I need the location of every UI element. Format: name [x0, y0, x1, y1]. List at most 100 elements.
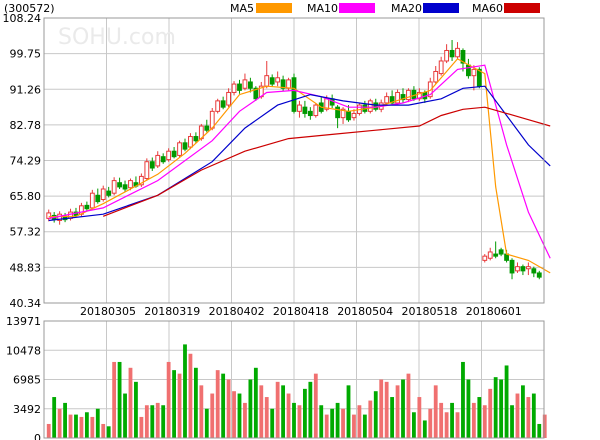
moving-averages: [48, 58, 551, 274]
candle-body: [89, 192, 95, 209]
volume-bar: [128, 367, 133, 438]
candle: [384, 92, 390, 106]
candle: [155, 151, 161, 169]
ma5-line: [48, 58, 551, 274]
candle: [515, 262, 520, 273]
candle-body: [188, 136, 193, 148]
candle-body: [297, 104, 302, 112]
candle-body: [264, 75, 270, 87]
candle: [307, 107, 313, 120]
volume-bar: [248, 379, 253, 438]
date-tick-label: 20180504: [337, 305, 393, 318]
candle-body: [215, 100, 221, 112]
candle-body: [111, 180, 117, 194]
volume-bar: [52, 397, 57, 438]
volume-bar: [330, 408, 335, 438]
price-tick-label: 91.26: [10, 83, 42, 96]
candle: [313, 102, 319, 118]
candle: [416, 88, 422, 101]
date-tick-label: 20180518: [402, 305, 458, 318]
volume-bar: [373, 391, 378, 438]
candle-body: [182, 142, 188, 150]
candle-body: [384, 96, 390, 104]
candle: [100, 185, 106, 202]
volume-bar: [106, 426, 111, 438]
volume-bar: [286, 393, 291, 438]
candle-body: [302, 106, 308, 114]
candle: [444, 44, 450, 64]
volume-bar: [346, 385, 351, 438]
volume-bar: [510, 405, 514, 438]
candle-body: [286, 79, 291, 89]
price-axis: 108.24 99.75 91.26 82.78 74.29 65.80 57.32 48.8…: [3, 12, 42, 310]
volume-bar: [521, 385, 525, 438]
candle: [449, 39, 455, 61]
candle: [204, 119, 210, 133]
volume-bars: [46, 344, 547, 438]
volume-bar: [150, 405, 155, 438]
candle: [525, 262, 531, 276]
volume-bar: [433, 385, 438, 438]
candle: [46, 209, 52, 222]
volume-bar: [281, 385, 286, 438]
candle: [89, 189, 95, 210]
candle-body: [280, 79, 286, 89]
ma10-line: [48, 64, 551, 259]
volume-bar: [57, 408, 62, 438]
candle-body: [438, 60, 444, 75]
price-tick-label: 48.83: [10, 261, 42, 274]
candle: [242, 73, 248, 91]
volume-bar: [444, 412, 449, 438]
candle: [482, 254, 488, 263]
price-tick-label: 65.80: [10, 190, 42, 203]
volume-bar: [395, 385, 400, 438]
candle: [84, 201, 90, 212]
candle-body: [487, 251, 493, 259]
volume-bar: [368, 400, 373, 438]
candle-body: [231, 83, 237, 93]
volume-bar: [401, 379, 405, 438]
legend: MA5 MA10 MA20 MA60: [230, 2, 540, 15]
candle: [144, 158, 150, 181]
volume-bar: [341, 408, 345, 438]
candle: [455, 42, 460, 59]
volume-bar: [221, 373, 226, 438]
candle-body: [416, 91, 422, 100]
volume-bar: [362, 414, 367, 438]
volume-bar: [412, 412, 416, 438]
candle: [297, 100, 302, 118]
legend-label: MA10: [307, 2, 338, 15]
volume-bar: [134, 381, 138, 438]
candle: [264, 60, 270, 89]
candle-body: [204, 125, 210, 131]
volume-bar: [275, 381, 280, 438]
volume-tick-label: 3492: [13, 403, 41, 416]
candle: [520, 264, 526, 276]
candle-body: [460, 49, 466, 64]
volume-bar: [324, 414, 329, 438]
candle-body: [531, 268, 537, 274]
volume-bar: [292, 402, 296, 438]
ma20-line: [48, 85, 551, 222]
volume-tick-label: 10478: [6, 344, 41, 357]
volume-bar: [112, 361, 117, 438]
ma60-line: [102, 106, 551, 217]
candle: [95, 188, 101, 204]
volume-bar: [74, 414, 78, 438]
volume-bar: [504, 365, 509, 438]
candle-body: [106, 190, 112, 196]
volume-bar: [204, 408, 209, 438]
volume-tick-label: 13971: [6, 315, 41, 328]
candle: [149, 157, 155, 171]
candle: [291, 73, 297, 114]
volume-bar: [101, 423, 106, 438]
price-tick-label: 57.32: [10, 226, 42, 239]
candle-body: [335, 106, 341, 119]
volume-bar: [259, 385, 264, 438]
volume-bar: [226, 379, 231, 438]
volume-bar: [488, 388, 493, 438]
candle-body: [400, 94, 406, 101]
price-frame: [43, 17, 545, 304]
volume-bar: [531, 393, 536, 438]
